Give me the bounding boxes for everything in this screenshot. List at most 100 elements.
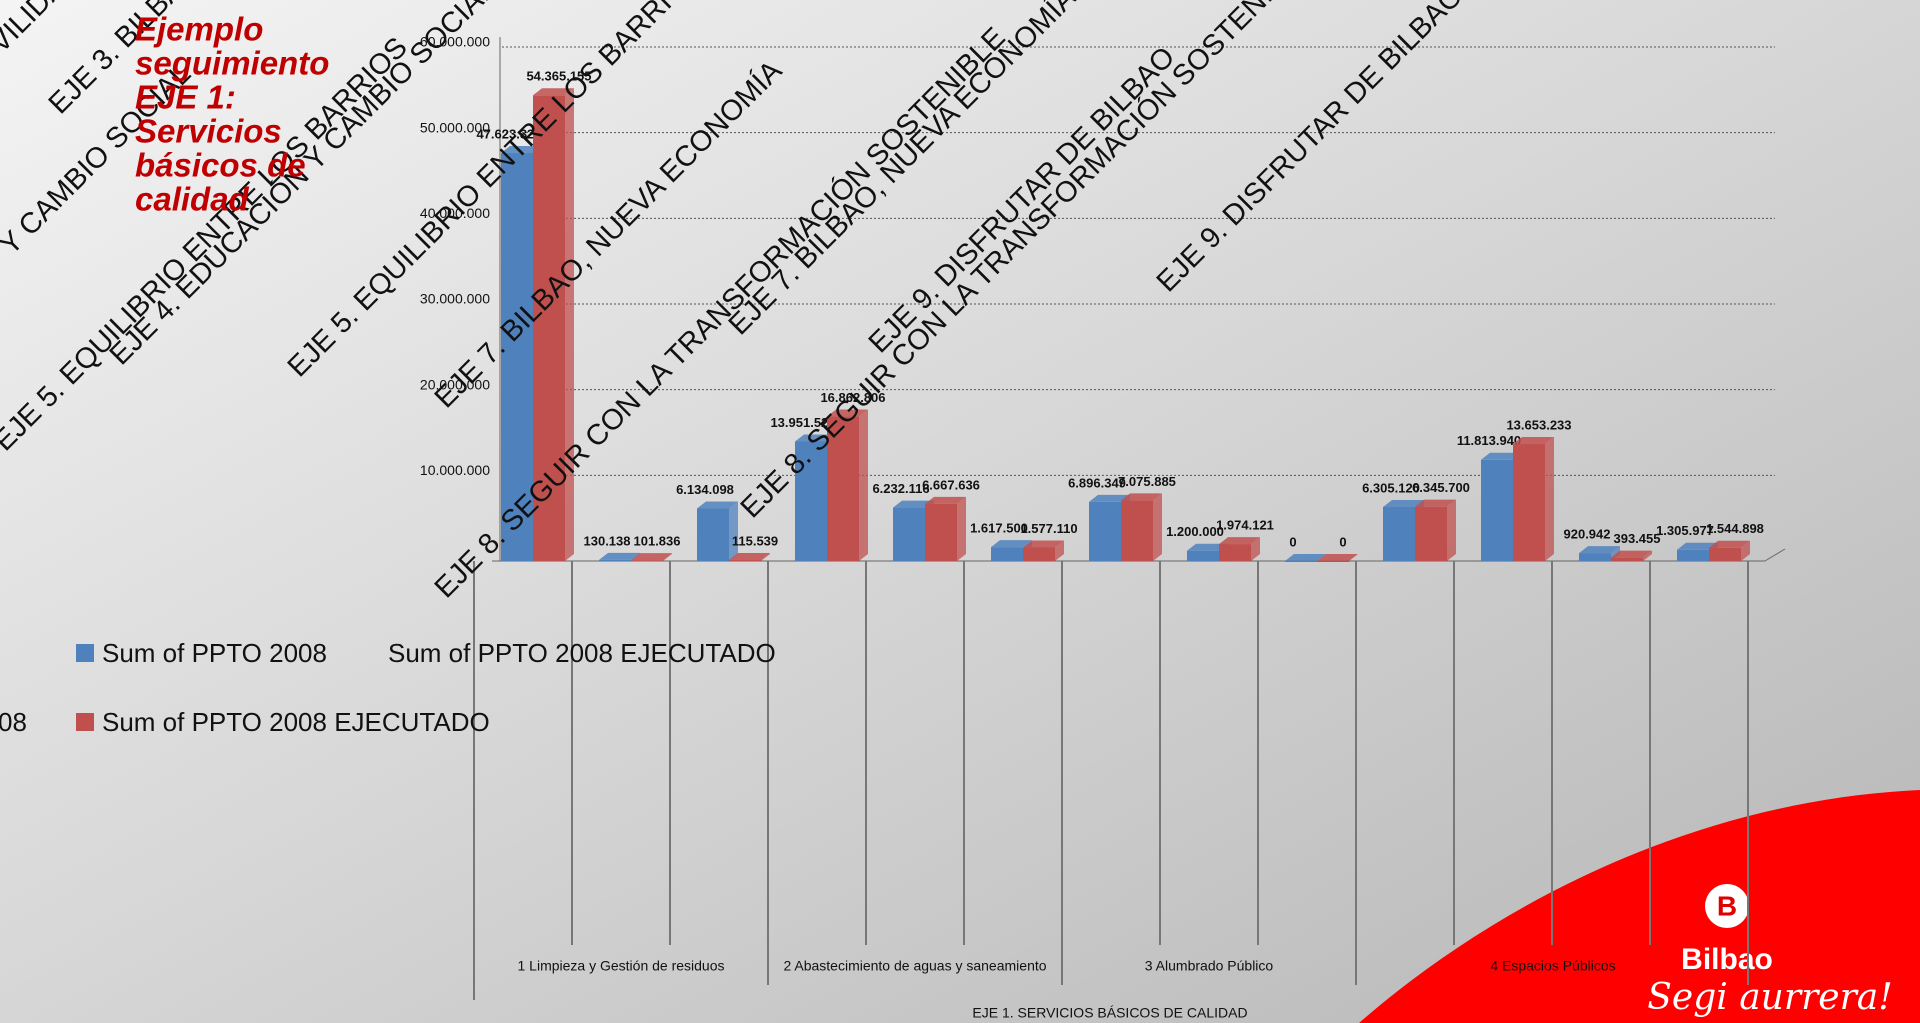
bar <box>1611 557 1643 561</box>
bar-top <box>631 553 672 561</box>
value-label: 6.305.120 <box>1362 480 1420 495</box>
value-label: 6.232.116 <box>872 481 929 496</box>
bar-top <box>893 500 934 508</box>
y-tick-label: 10.000.000 <box>420 462 490 478</box>
bar-top <box>1383 499 1424 507</box>
bar <box>697 508 729 561</box>
bar <box>631 560 663 562</box>
chart-title: Servicios <box>135 113 282 150</box>
bar-top <box>1089 494 1130 502</box>
bar <box>1285 561 1317 562</box>
value-label: 0 <box>1339 534 1346 549</box>
bar-top <box>533 88 574 96</box>
y-tick-label: 20.000.000 <box>420 376 490 392</box>
logo-circle <box>1705 884 1749 928</box>
bar <box>501 153 533 561</box>
group-label: 2 Abastecimiento de aguas y saneamiento <box>783 958 1046 974</box>
bar-top <box>1677 542 1718 550</box>
value-label: 1.200.000 <box>1166 524 1224 539</box>
bar-top <box>1481 452 1522 460</box>
bar <box>1317 561 1349 562</box>
bar-top <box>1579 546 1620 554</box>
bar-top <box>501 146 542 154</box>
value-label: 7.075.885 <box>1118 474 1176 489</box>
floor-edge <box>1764 548 1786 562</box>
bar <box>827 416 859 561</box>
value-label: 920.942 <box>1564 527 1611 542</box>
value-label: 115.539 <box>732 533 778 548</box>
value-label: 0 <box>1289 534 1296 549</box>
value-label: 16.862.806 <box>820 390 885 405</box>
brand-shape <box>1359 790 1920 1023</box>
bar-top <box>1415 499 1456 507</box>
y-tick-label: 60.000.000 <box>420 34 490 50</box>
bar-top <box>925 496 966 504</box>
bar-side <box>1545 437 1554 561</box>
bar <box>1415 506 1447 561</box>
value-label: 13.951.522 <box>770 415 835 430</box>
bar-top <box>1709 540 1750 548</box>
group-label: 4 Espacios Públicos <box>1490 958 1615 974</box>
bar-side <box>1741 540 1750 561</box>
bar-top <box>1187 543 1228 551</box>
y-tick-label: 30.000.000 <box>420 291 490 307</box>
value-label: 130.138 <box>584 533 631 548</box>
bar-top <box>729 553 770 561</box>
bar <box>1579 553 1611 561</box>
bar-top <box>1121 493 1162 501</box>
chart-title: básicos de <box>135 147 306 184</box>
bar-top <box>697 501 738 509</box>
bar <box>533 95 565 561</box>
bar-top <box>827 409 868 417</box>
legend-entry: 08 <box>0 707 27 737</box>
brand-name: Bilbao <box>1681 943 1773 976</box>
chart-title: calidad <box>135 181 250 218</box>
bar <box>1219 544 1251 561</box>
value-label: 1.305.977 <box>1656 523 1714 538</box>
bar <box>729 560 761 562</box>
bar-top <box>1317 554 1358 561</box>
value-label: 54.365.155 <box>526 69 591 84</box>
bar-side <box>1251 537 1260 561</box>
bar-side <box>859 409 868 561</box>
value-label: 101.836 <box>634 534 681 549</box>
brand-slogan: Segi aurrera! <box>1647 977 1892 1018</box>
bar-top <box>795 434 836 442</box>
value-label: 1.974.121 <box>1216 518 1274 533</box>
bar <box>795 441 827 561</box>
bar <box>1121 500 1153 561</box>
bar <box>599 559 631 561</box>
bar-side <box>1153 493 1162 561</box>
bar-top <box>991 540 1032 548</box>
bar-side <box>1447 499 1456 561</box>
bar-side <box>957 496 966 561</box>
bar <box>1089 501 1121 561</box>
value-label: 11.813.940 <box>1457 433 1521 448</box>
bar-top <box>599 552 640 560</box>
chart-title: Ejemplo <box>135 11 263 48</box>
value-label: 6.896.349 <box>1068 475 1126 490</box>
bar-side <box>761 553 770 561</box>
bar <box>1023 547 1055 561</box>
bar <box>925 503 957 561</box>
value-label: 1.617.500 <box>970 521 1028 536</box>
legend-swatch <box>76 713 94 731</box>
value-label: 13.653.233 <box>1506 417 1571 432</box>
bar-top <box>1023 540 1064 548</box>
bar <box>1709 547 1741 561</box>
bar-side <box>1055 540 1064 561</box>
legend-entry: Sum of PPTO 2008 EJECUTADO <box>388 638 776 668</box>
chart-title: EJE 1: <box>135 79 236 116</box>
bar <box>1677 549 1709 561</box>
value-label: 47.623.327 <box>476 126 541 141</box>
bar <box>1481 459 1513 561</box>
group-label: 1 Limpieza y Gestión de residuos <box>518 958 725 974</box>
bar-side <box>565 88 574 561</box>
value-label: 1.544.898 <box>1706 521 1764 536</box>
bar-side <box>663 553 672 561</box>
logo-letter: B <box>1717 890 1737 921</box>
chart-title: seguimiento <box>135 45 329 82</box>
bar <box>893 507 925 561</box>
